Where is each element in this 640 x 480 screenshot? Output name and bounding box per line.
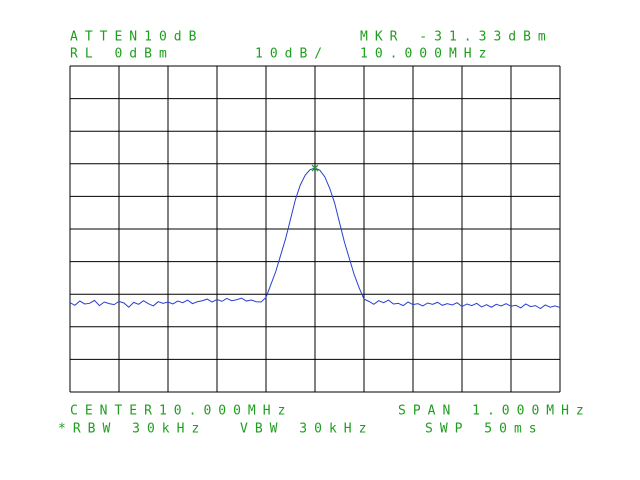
ref-level: RL 0dBm: [70, 47, 174, 62]
atten: ATTEN10dB: [70, 30, 203, 45]
sweep: SWP 50ms: [425, 422, 544, 437]
span: SPAN 1.000MHz: [398, 404, 591, 419]
rbw: *RBW 30kHz: [58, 422, 206, 437]
vbw: VBW 30kHz: [240, 422, 373, 437]
marker-readout: MKR -31.33dBm: [360, 30, 553, 45]
center: CENTER10.000MHz: [70, 404, 292, 419]
marker-freq: 10.000MHz: [360, 47, 493, 62]
peak-marker: [311, 164, 319, 172]
scale: 10dB/: [255, 47, 329, 62]
